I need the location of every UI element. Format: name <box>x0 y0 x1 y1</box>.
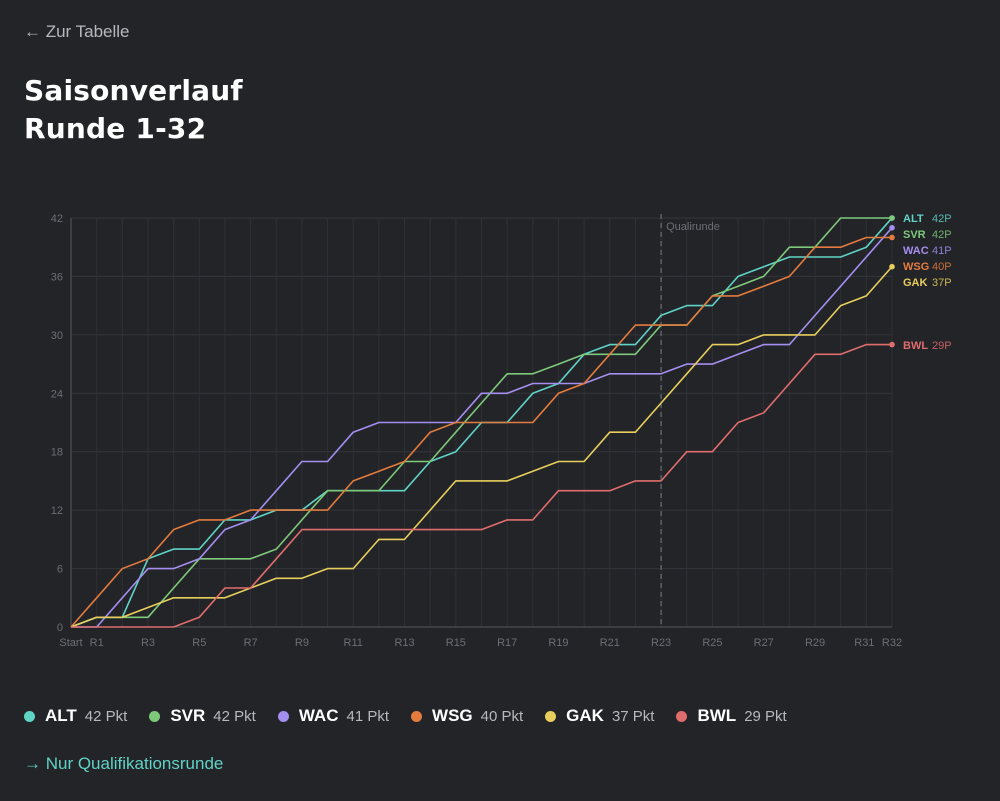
legend-item-alt[interactable]: ALT 42 Pkt <box>24 706 127 726</box>
legend-code: WSG <box>432 706 473 725</box>
x-tick-label: R11 <box>344 637 363 649</box>
x-tick-label: R1 <box>90 637 104 649</box>
series-end-points-svr: 42P <box>932 229 952 241</box>
series-end-points-wac: 41P <box>932 245 952 257</box>
y-tick-label: 12 <box>51 505 63 517</box>
series-line-wsg <box>70 236 892 628</box>
legend-item-wsg[interactable]: WSG 40 Pkt <box>411 706 523 726</box>
series-line-gak <box>70 266 893 628</box>
title-line-2: Runde 1-32 <box>24 112 207 145</box>
x-tick-label: R3 <box>141 637 155 649</box>
legend-points: 37 Pkt <box>611 707 655 725</box>
x-tick-label: R7 <box>244 637 258 649</box>
legend-dot-svr <box>149 710 161 722</box>
legend-dot-wsg <box>411 710 423 722</box>
series-end-dot-wsg <box>889 234 895 241</box>
series-end-label-wsg: WSG <box>903 261 929 273</box>
x-tick-label: R15 <box>446 637 466 649</box>
qualification-round-link[interactable]: → Nur Qualifikationsrunde <box>24 754 223 774</box>
legend-code: SVR <box>170 706 206 725</box>
legend-dot-bwl <box>676 710 688 722</box>
legend-code: BWL <box>697 706 737 725</box>
series-end-label-bwl: BWL <box>903 340 928 352</box>
back-link-label: ← Zur Tabelle <box>24 22 130 41</box>
legend-points: 42 Pkt <box>213 707 256 725</box>
series-end-label-svr: SVR <box>903 229 926 241</box>
y-tick-label: 6 <box>57 564 63 576</box>
y-tick-label: 42 <box>51 213 63 225</box>
x-tick-label: R13 <box>394 637 414 649</box>
legend-item-bwl[interactable]: BWL 29 Pkt <box>676 706 787 726</box>
x-tick-label: R27 <box>754 637 774 649</box>
series-end-points-bwl: 29P <box>932 340 952 352</box>
y-tick-label: 30 <box>51 330 63 342</box>
legend-points: 41 Pkt <box>346 707 390 725</box>
x-tick-label: R5 <box>192 637 206 649</box>
legend-item-svr[interactable]: SVR 42 Pkt <box>149 706 256 726</box>
legend-item-gak[interactable]: GAK 37 Pkt <box>545 706 654 726</box>
series-line-bwl <box>71 343 892 628</box>
back-to-table-link[interactable]: ← Zur Tabelle <box>24 22 130 42</box>
x-tick-label: R19 <box>548 637 568 649</box>
series-line-wac <box>71 227 893 628</box>
title-line-1: Saisonverlauf <box>24 74 243 107</box>
y-tick-label: 24 <box>51 388 63 400</box>
x-tick-label: R32 <box>882 637 902 649</box>
legend-dot-alt <box>24 710 35 722</box>
legend-dot-wac <box>277 710 289 722</box>
series-line-svr <box>70 217 892 628</box>
x-tick-label: R17 <box>497 637 517 649</box>
y-tick-label: 0 <box>57 622 63 634</box>
series-end-points-wsg: 40P <box>932 261 952 273</box>
series-end-label-wac: WAC <box>903 245 929 257</box>
x-tick-label: R21 <box>600 637 620 649</box>
page-title: Saisonverlauf Runde 1-32 <box>24 72 243 148</box>
chart-legend: ALT 42 Pkt SVR 42 Pkt WAC 41 Pkt WSG 40 … <box>24 706 809 726</box>
x-tick-label: R25 <box>702 637 722 649</box>
x-tick-label: R31 <box>854 637 874 649</box>
qual-link-label: → Nur Qualifikationsrunde <box>24 754 224 773</box>
series-end-dot-bwl <box>889 341 895 348</box>
x-tick-label: R29 <box>805 637 825 649</box>
series-end-dot-svr <box>889 215 895 221</box>
legend-points: 29 Pkt <box>744 707 787 725</box>
y-tick-label: 36 <box>51 271 63 283</box>
legend-points: 40 Pkt <box>480 707 524 725</box>
x-tick-label: R9 <box>295 637 309 649</box>
x-tick-label: R23 <box>651 637 671 649</box>
series-end-points-alt: 42P <box>932 213 952 225</box>
series-end-dot-wac <box>889 224 895 231</box>
legend-code: ALT <box>45 706 77 725</box>
series-end-dot-gak <box>889 263 895 270</box>
qualirunde-marker-label: Qualirunde <box>666 221 720 233</box>
series-end-points-gak: 37P <box>932 277 952 289</box>
series-end-label-gak: GAK <box>903 277 928 289</box>
series-end-label-alt: ALT <box>903 213 924 225</box>
legend-code: GAK <box>566 706 604 725</box>
legend-item-wac[interactable]: WAC 41 Pkt <box>277 706 390 726</box>
legend-dot-gak <box>545 710 557 722</box>
legend-points: 42 Pkt <box>84 707 128 725</box>
y-tick-label: 18 <box>51 447 63 459</box>
legend-code: WAC <box>298 706 339 725</box>
x-tick-label: Start <box>59 637 82 649</box>
